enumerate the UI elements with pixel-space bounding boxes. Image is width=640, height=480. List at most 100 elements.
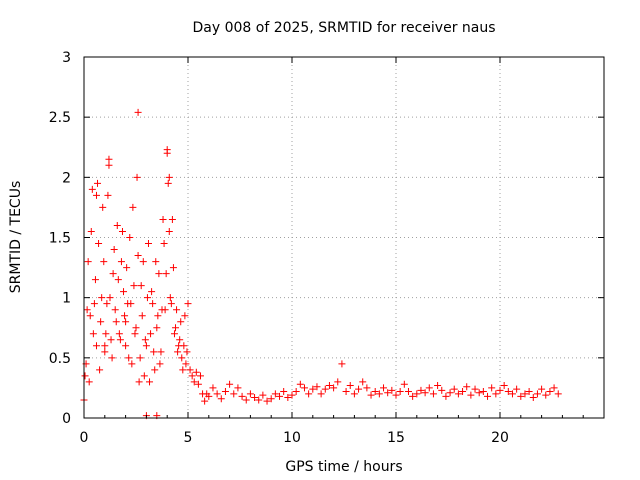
- data-point: [147, 330, 155, 338]
- data-point: [196, 372, 204, 380]
- data-point: [101, 342, 109, 350]
- data-point: [305, 390, 313, 398]
- data-point: [388, 386, 396, 394]
- data-point: [205, 392, 213, 400]
- data-point: [133, 173, 141, 181]
- data-point: [120, 288, 128, 296]
- data-point: [137, 282, 145, 290]
- data-point: [267, 395, 275, 403]
- data-point: [384, 389, 392, 397]
- data-point: [153, 324, 161, 332]
- data-point: [538, 385, 546, 393]
- data-point: [97, 318, 105, 326]
- data-point: [359, 378, 367, 386]
- data-point: [201, 397, 209, 405]
- data-point: [140, 372, 148, 380]
- data-point: [173, 306, 181, 314]
- data-point: [179, 366, 187, 374]
- data-point: [84, 258, 92, 266]
- data-point: [492, 390, 500, 398]
- data-point: [184, 300, 192, 308]
- data-point: [105, 161, 113, 169]
- data-point: [325, 382, 333, 390]
- data-point: [169, 264, 177, 272]
- data-point: [112, 318, 120, 326]
- data-point: [396, 388, 404, 396]
- data-point: [234, 384, 242, 392]
- data-point: [242, 396, 250, 404]
- data-point: [188, 372, 196, 380]
- data-point: [182, 360, 190, 368]
- data-point: [118, 227, 126, 235]
- data-point: [438, 386, 446, 394]
- data-point: [98, 294, 106, 302]
- data-point: [129, 203, 137, 211]
- data-point: [446, 389, 454, 397]
- data-point: [355, 385, 363, 393]
- data-point: [150, 348, 158, 356]
- data-point: [123, 264, 131, 272]
- data-point: [139, 258, 147, 266]
- data-point: [429, 390, 437, 398]
- x-axis-title: GPS time / hours: [285, 459, 402, 475]
- data-point: [276, 392, 284, 400]
- data-point: [190, 378, 198, 386]
- data-point: [149, 300, 157, 308]
- data-point: [106, 294, 114, 302]
- data-point: [108, 354, 116, 362]
- data-point: [165, 227, 173, 235]
- data-point: [95, 240, 103, 248]
- data-point: [83, 306, 91, 314]
- data-point: [226, 380, 234, 388]
- data-point: [91, 276, 99, 284]
- data-point: [121, 312, 129, 320]
- data-point: [117, 258, 125, 266]
- data-point: [128, 360, 136, 368]
- data-point: [158, 306, 166, 314]
- y-tick-label: 1: [62, 291, 71, 307]
- data-point: [92, 342, 100, 350]
- data-points: [80, 108, 562, 420]
- data-point: [105, 155, 113, 163]
- data-point: [170, 330, 178, 338]
- data-point: [459, 388, 467, 396]
- data-point: [496, 386, 504, 394]
- data-point: [126, 234, 134, 241]
- data-point: [309, 385, 317, 393]
- y-tick-label: 1.5: [49, 231, 71, 247]
- data-point: [104, 191, 112, 199]
- data-point: [317, 390, 325, 398]
- data-point: [155, 270, 163, 278]
- data-point: [159, 215, 167, 223]
- data-point: [194, 380, 202, 388]
- grid-lines: [84, 57, 604, 418]
- data-point: [135, 378, 143, 386]
- data-point: [100, 258, 108, 266]
- data-point: [375, 390, 383, 398]
- data-point: [96, 366, 104, 374]
- data-point: [442, 392, 450, 400]
- data-point: [350, 390, 358, 398]
- data-point: [85, 378, 93, 386]
- data-point: [142, 342, 150, 350]
- data-point: [157, 348, 165, 356]
- data-point: [525, 388, 533, 396]
- data-point: [101, 348, 109, 356]
- data-point: [300, 384, 308, 392]
- chart-title: Day 008 of 2025, SRMTID for receiver nau…: [192, 20, 495, 36]
- y-tick-label: 2: [62, 170, 71, 186]
- data-point: [90, 300, 98, 308]
- data-point: [165, 173, 173, 181]
- data-point: [176, 336, 184, 344]
- data-point: [81, 372, 89, 380]
- data-point: [144, 240, 152, 248]
- x-tick-label: 15: [387, 430, 405, 446]
- x-tick-label: 20: [491, 430, 509, 446]
- data-point: [404, 388, 412, 396]
- data-point: [554, 390, 562, 398]
- data-point: [87, 227, 95, 235]
- data-point: [94, 179, 102, 187]
- data-point: [156, 360, 164, 368]
- data-point: [292, 388, 300, 396]
